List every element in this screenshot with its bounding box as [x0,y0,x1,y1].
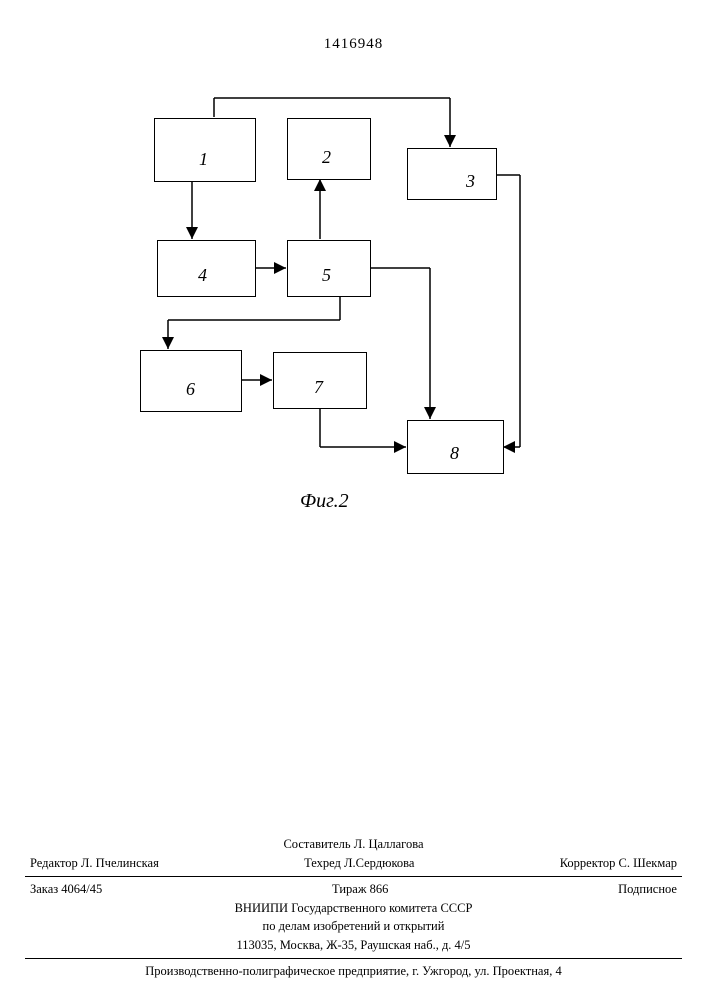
node-5-label: 5 [322,265,331,286]
footer-corrector: Корректор С. Шекмар [560,855,677,872]
footer-compiler: Составитель Л. Цаллагова [0,835,707,854]
node-1-label: 1 [199,149,208,170]
node-1: 1 [154,118,256,182]
node-6: 6 [140,350,242,412]
footer-printer: Производственно-полиграфическое предприя… [0,962,707,1000]
footer-org2: по делам изобретений и открытий [0,917,707,936]
node-5: 5 [287,240,371,297]
footer-techred: Техред Л.Сердюкова [304,855,414,872]
node-3-label: 3 [466,171,475,192]
footer-order: Заказ 4064/45 [30,881,102,898]
footer-tirage: Тираж 866 [332,881,388,898]
footer-sep-1 [25,876,682,877]
footer-org: ВНИИПИ Государственного комитета СССР [0,899,707,918]
footer-addr: 113035, Москва, Ж-35, Раушская наб., д. … [0,936,707,955]
node-3: 3 [407,148,497,200]
node-4-label: 4 [198,265,207,286]
footer-block: Составитель Л. Цаллагова Редактор Л. Пче… [0,835,707,1000]
node-7: 7 [273,352,367,409]
node-2-label: 2 [322,147,331,168]
node-4: 4 [157,240,256,297]
footer-editor: Редактор Л. Пчелинская [30,855,159,872]
node-8: 8 [407,420,504,474]
figure-label: Фиг.2 [300,490,349,513]
node-6-label: 6 [186,379,195,400]
node-2: 2 [287,118,371,180]
node-8-label: 8 [450,443,459,464]
footer-sep-2 [25,958,682,959]
node-7-label: 7 [314,377,323,398]
footer-sign: Подписное [618,881,677,898]
